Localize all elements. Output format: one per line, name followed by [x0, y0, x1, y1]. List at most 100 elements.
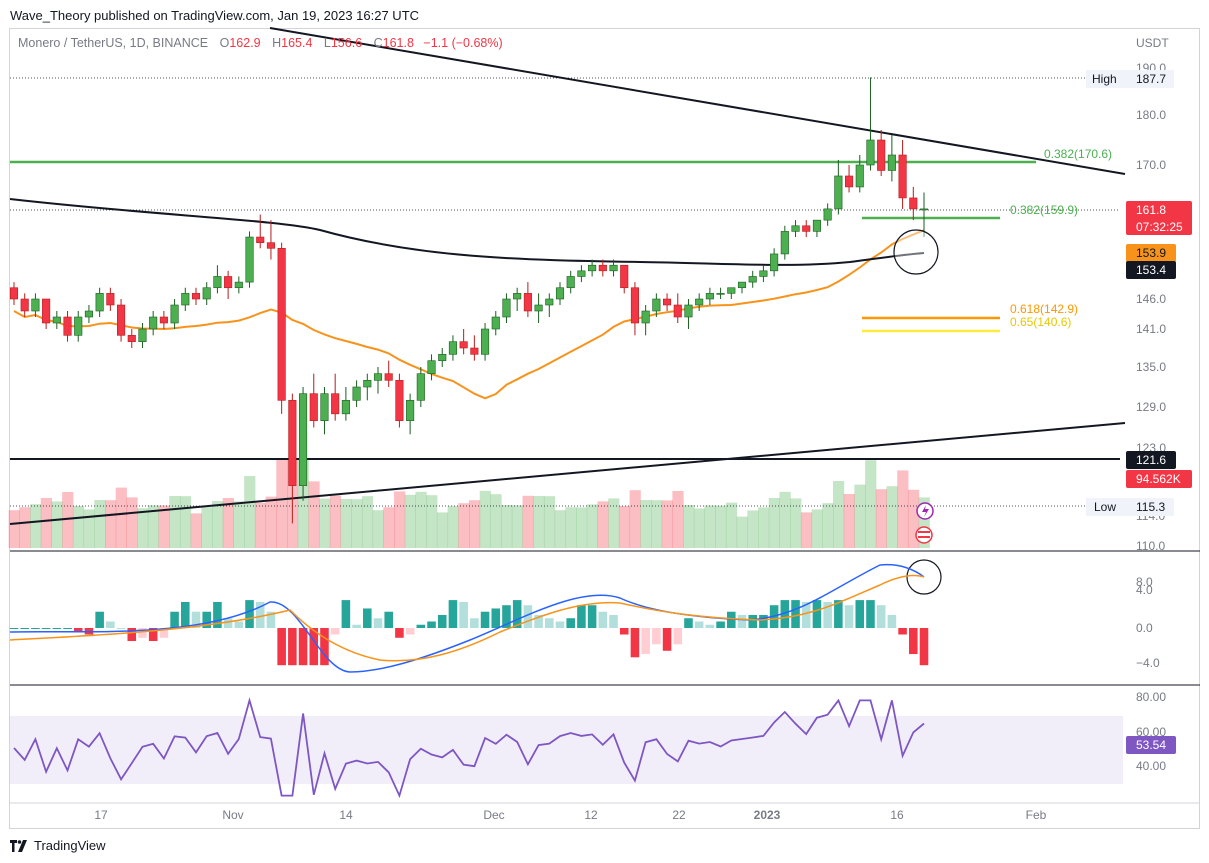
candle-body: [416, 373, 425, 401]
candle: [373, 367, 383, 394]
macd-histogram-bar: [213, 601, 222, 628]
macd-histogram-bar: [919, 628, 929, 666]
macd-histogram-bar: [223, 618, 233, 628]
volume-bar: [340, 499, 352, 548]
candle-body: [138, 328, 147, 342]
volume-bar: [351, 499, 363, 548]
close-value: 161.8: [382, 36, 414, 50]
volume-bar: [83, 509, 95, 548]
volume-bar: [254, 502, 267, 548]
volume-bar: [790, 498, 802, 548]
macd-histogram-bar: [609, 614, 618, 628]
candle-body: [555, 287, 565, 300]
macd-histogram-bar: [480, 611, 490, 628]
volume-bar: [19, 507, 31, 548]
support-tag-bg: [1126, 451, 1176, 469]
candle: [266, 220, 275, 260]
candle: [909, 186, 918, 221]
volume-bar: [372, 510, 384, 548]
candle-body: [266, 242, 275, 249]
rsi-band: [10, 716, 1123, 784]
macd-histogram-bar: [41, 628, 51, 629]
candle: [299, 387, 308, 501]
candle: [95, 287, 104, 317]
footer-brand[interactable]: TradingView: [10, 838, 106, 853]
macd-histogram-bar: [652, 628, 661, 645]
price-axis-tick: 170.0: [1136, 158, 1166, 172]
candle-body: [256, 236, 265, 243]
open-value: 162.9: [229, 36, 261, 50]
macd-histogram-bar: [245, 600, 254, 628]
volume-bar: [62, 492, 74, 548]
volume-bar: [511, 505, 524, 548]
volume-bar: [533, 496, 545, 548]
candle: [181, 287, 190, 311]
candle-body: [481, 328, 490, 355]
volume-bar: [105, 500, 117, 548]
support-tag-text: 121.6: [1136, 453, 1166, 467]
volume-bar: [94, 500, 106, 548]
candle-body: [42, 298, 51, 324]
macd-histogram-bar: [116, 628, 126, 629]
macd-histogram-bar: [737, 614, 747, 628]
macd-histogram-bar: [405, 628, 415, 635]
volume-bar: [907, 489, 920, 548]
candle-body: [716, 293, 725, 295]
candle-body: [705, 293, 714, 300]
candle-body: [609, 264, 618, 272]
macd-histogram-bar: [619, 628, 629, 635]
candle: [9, 282, 19, 305]
candle-body: [834, 175, 843, 210]
macd-histogram-bar: [416, 624, 426, 628]
macd-histogram-bar: [759, 614, 768, 628]
volume-bar: [597, 501, 609, 548]
macd-histogram-bar: [9, 628, 19, 629]
macd-histogram-bar: [459, 601, 468, 628]
candle-body: [20, 298, 29, 312]
candle-body: [491, 316, 500, 330]
candle-body: [823, 208, 832, 221]
candle-body: [170, 304, 179, 324]
candle-body: [31, 298, 40, 312]
us-flag-event-icon: [915, 526, 933, 544]
candle: [716, 287, 725, 299]
candle-body: [191, 293, 201, 300]
macd-histogram-bar: [898, 628, 907, 635]
volume-bar: [854, 484, 866, 548]
symbol-name: Monero / TetherUS, 1D, BINANCE: [18, 36, 209, 50]
candle: [352, 380, 361, 407]
candle: [620, 264, 629, 294]
macd-histogram-bar: [887, 614, 897, 628]
macd-histogram-bar: [148, 628, 158, 642]
candle-body: [898, 154, 907, 199]
candle-body: [737, 281, 747, 289]
candle: [459, 329, 468, 355]
macd-histogram-bar: [844, 605, 854, 628]
low-label: L: [323, 36, 331, 50]
candle: [919, 192, 929, 238]
candle-body: [9, 287, 19, 300]
candle: [191, 287, 201, 305]
volume-bar: [190, 513, 202, 548]
volume-bar: [875, 489, 888, 548]
candle-body: [341, 400, 350, 415]
candle: [31, 293, 40, 317]
volume-bar: [276, 458, 288, 548]
close-label: C: [373, 36, 383, 50]
macd-axis-tick: 4.0: [1136, 583, 1153, 597]
ema-50-tag-bg: [1126, 244, 1176, 262]
candle-body: [149, 316, 158, 330]
candle-body: [373, 373, 383, 381]
candle-body: [395, 380, 404, 421]
candle-body: [224, 276, 233, 289]
macd-histogram-bar: [545, 618, 554, 628]
candle-body: [448, 341, 457, 355]
macd-histogram-bar: [309, 628, 319, 666]
volume-bar: [361, 496, 374, 548]
volume-bar: [469, 500, 481, 548]
macd-histogram-bar: [73, 628, 83, 632]
candle-body: [620, 264, 629, 289]
time-axis-tick: 14: [339, 808, 353, 822]
ascending-trendline: [9, 422, 1126, 525]
